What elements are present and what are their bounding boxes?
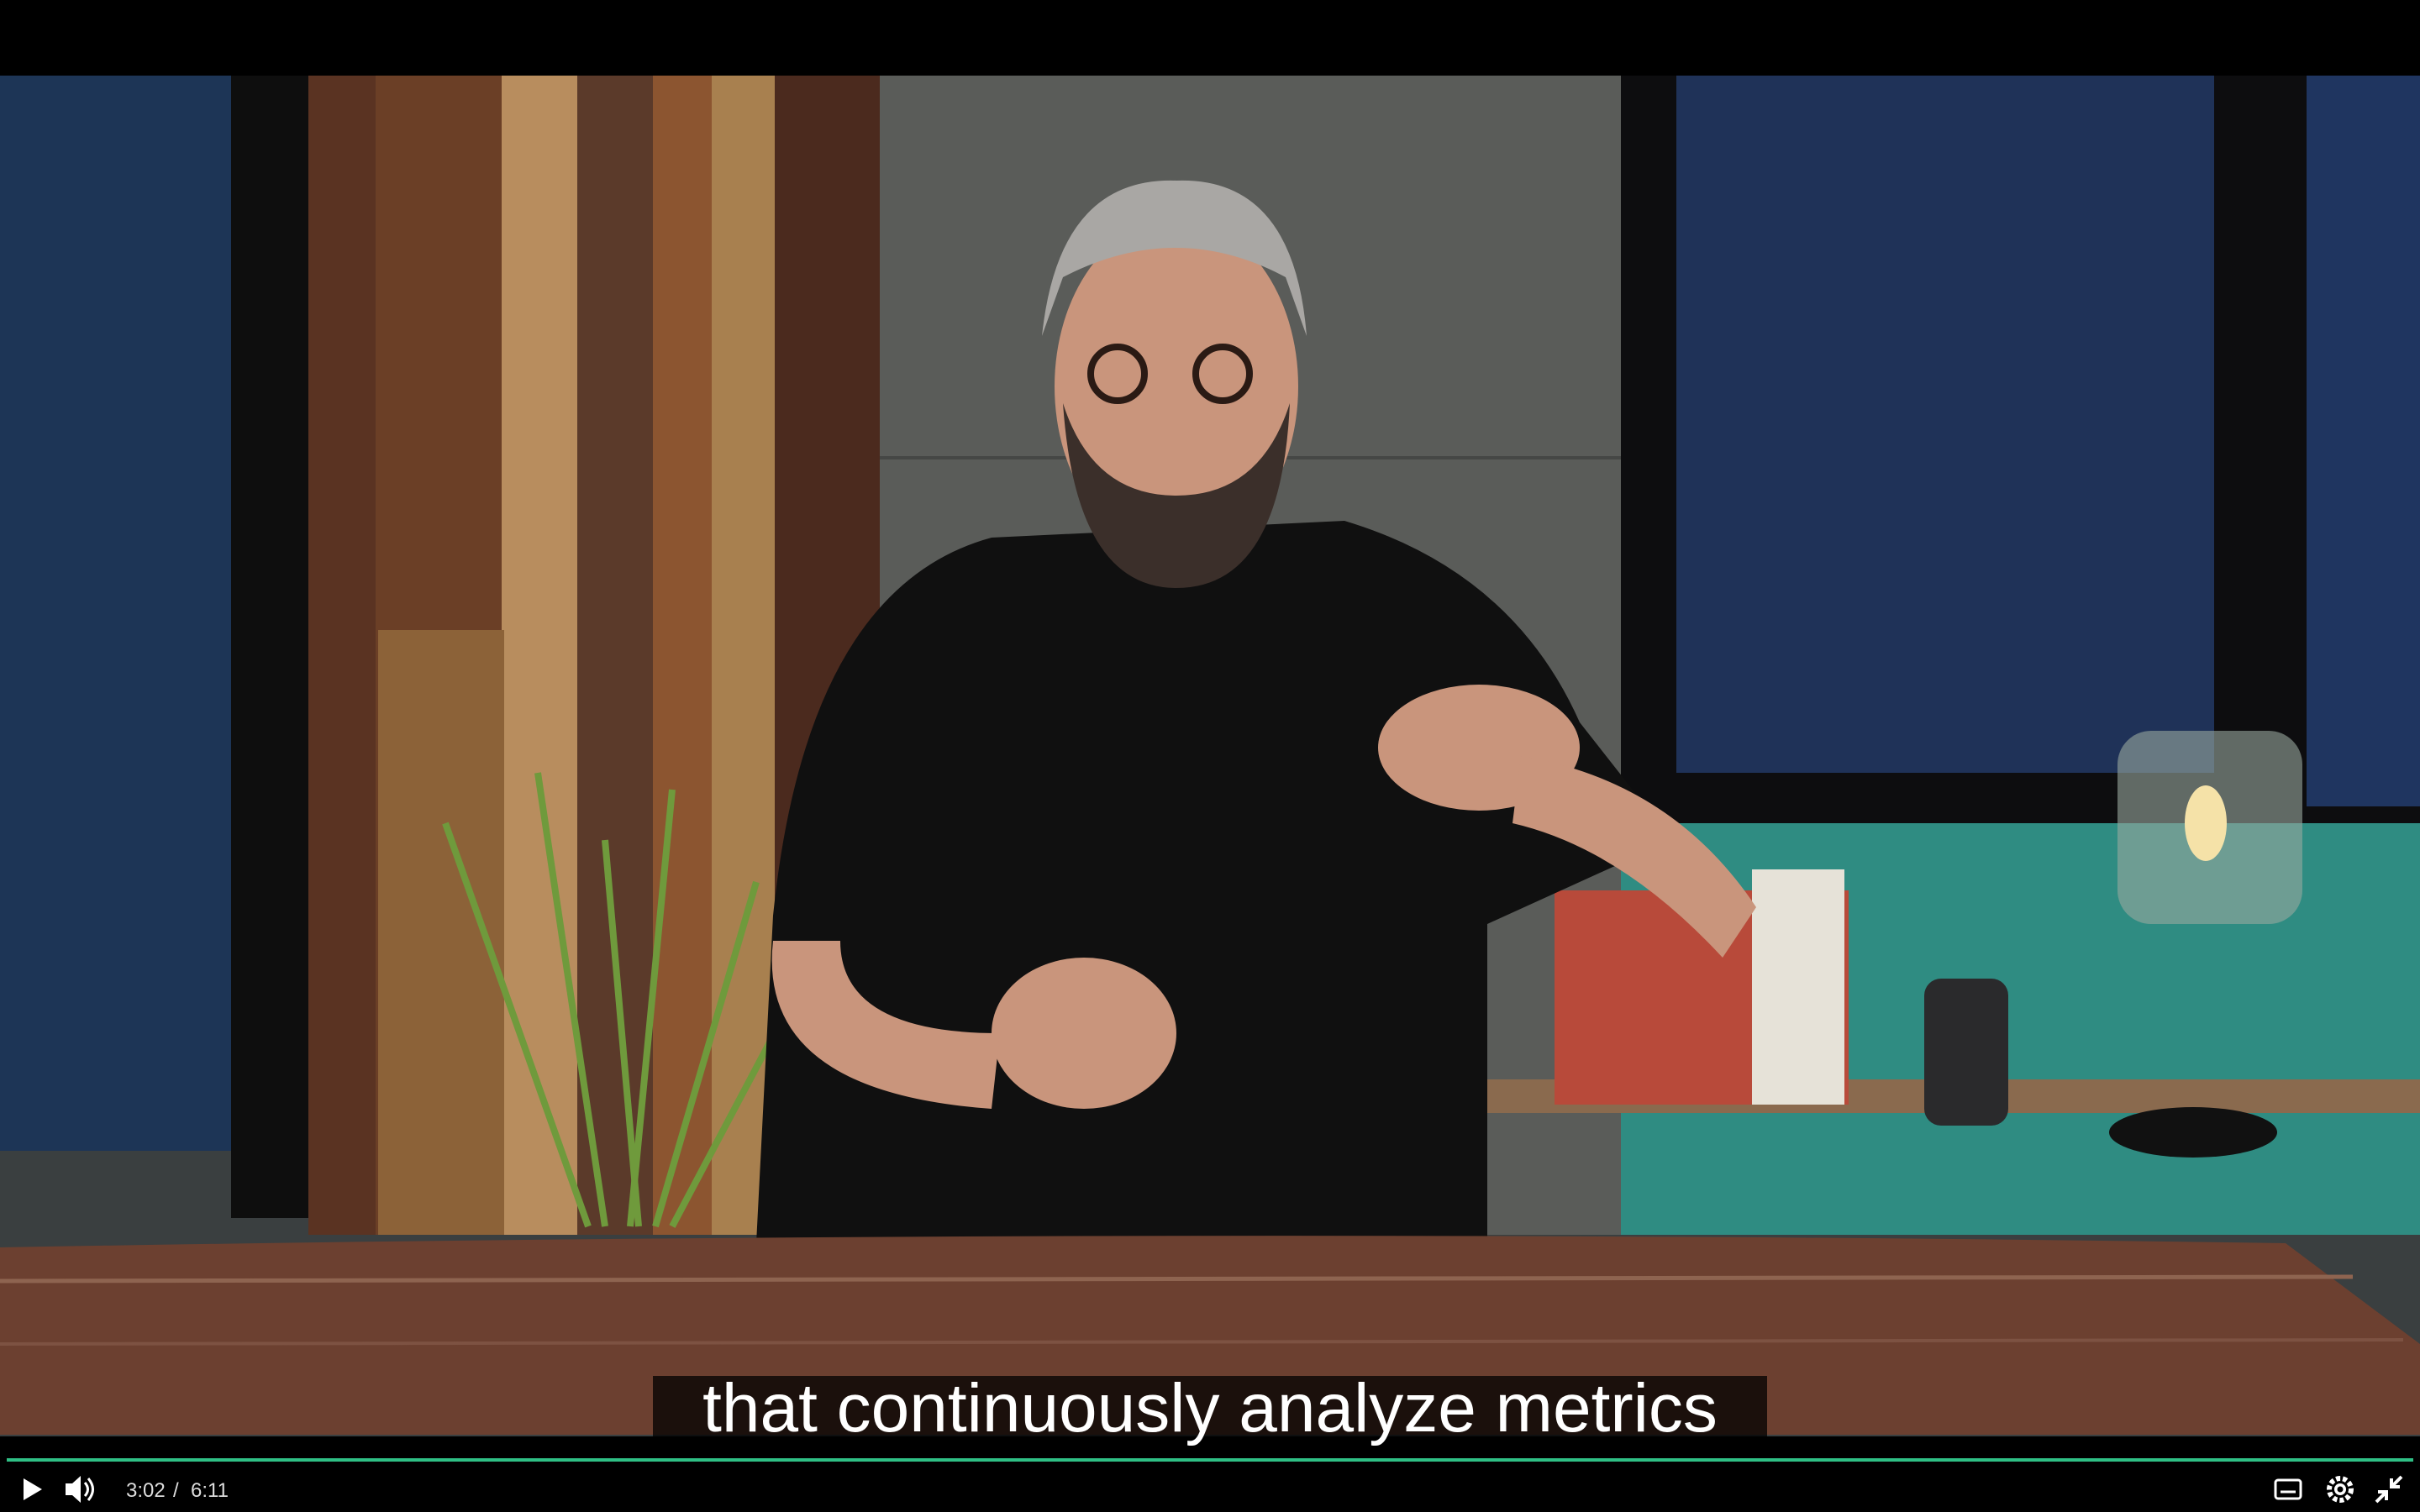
- desk-grain: [0, 1338, 2404, 1346]
- plant: [442, 772, 827, 1228]
- video-frame: [0, 76, 2420, 1436]
- wood-panel: [577, 76, 653, 1235]
- right-window: [2307, 76, 2420, 806]
- window-frame: [231, 76, 308, 1218]
- progress-bar[interactable]: [7, 1458, 2413, 1462]
- settings-button[interactable]: [2327, 1476, 2354, 1503]
- wood-panel: [502, 76, 577, 1235]
- volume-button[interactable]: [66, 1476, 94, 1503]
- desk-grain: [0, 1274, 2354, 1284]
- controls-bar: [0, 1446, 2420, 1512]
- caption: that continuously analyze metrics: [702, 1370, 1718, 1446]
- current-time: 3:02: [126, 1479, 166, 1502]
- captions-button[interactable]: [2274, 1478, 2302, 1500]
- left-window: [0, 76, 231, 1151]
- speaker: [1924, 979, 2008, 1126]
- desk: [0, 1236, 2420, 1435]
- right-window: [1676, 76, 2214, 773]
- presenter: [756, 180, 1756, 1243]
- duration: 6:11: [191, 1479, 229, 1502]
- wood-panel: [712, 76, 775, 1235]
- lamp-base: [2109, 1107, 2277, 1158]
- book: [1752, 869, 1844, 1105]
- wood-panel: [308, 76, 376, 1235]
- time-separator: /: [173, 1479, 179, 1502]
- wood-panel: [653, 76, 712, 1235]
- caption-background: [653, 1376, 1767, 1443]
- play-button[interactable]: [24, 1478, 42, 1500]
- lamp-bulb: [2185, 785, 2227, 861]
- exit-fullscreen-button[interactable]: [2375, 1475, 2403, 1504]
